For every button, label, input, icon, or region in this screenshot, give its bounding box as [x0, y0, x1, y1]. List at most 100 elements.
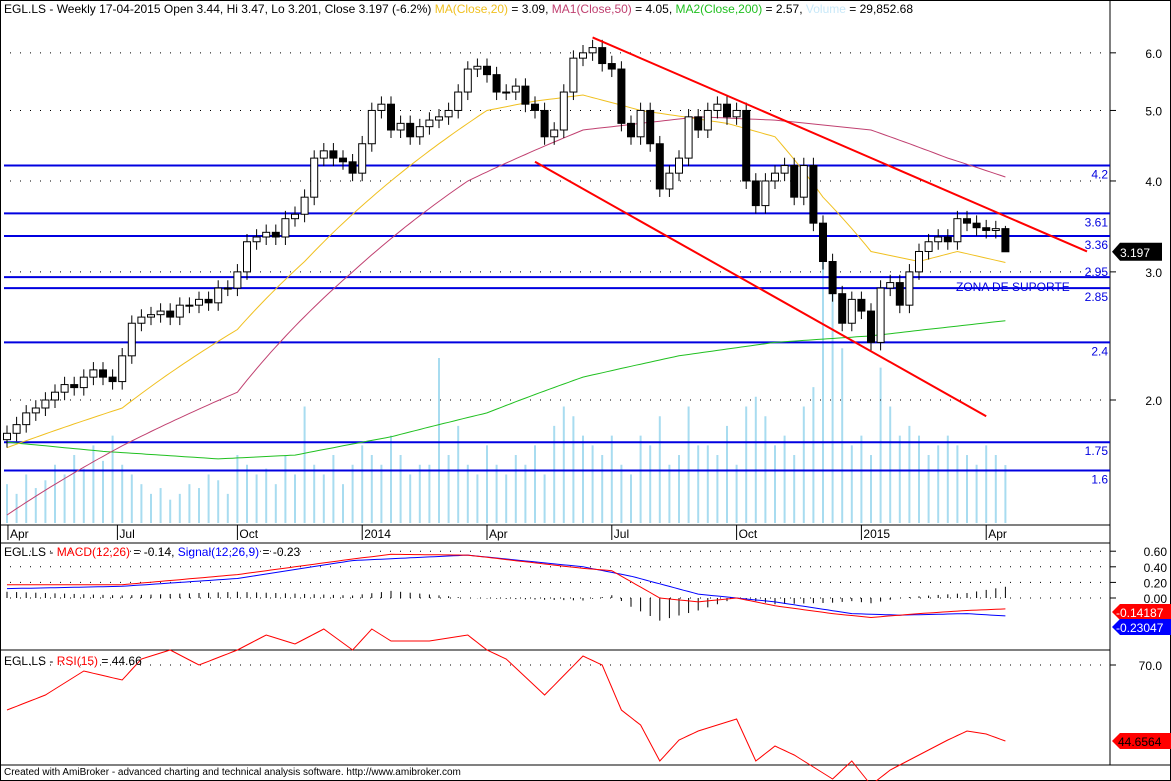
candle	[319, 143, 328, 167]
candle	[588, 39, 597, 61]
candle-body-up	[636, 109, 645, 138]
candle-body-up	[684, 116, 693, 159]
candle	[137, 309, 146, 332]
candle-body-down	[348, 161, 357, 174]
candle-body-down	[387, 103, 395, 131]
candle	[550, 122, 559, 145]
candle	[963, 210, 971, 232]
candle-body-down	[1001, 228, 1010, 253]
candle-body-up	[991, 228, 1000, 231]
candle-body-down	[339, 157, 347, 163]
candle-body-up	[934, 236, 943, 243]
candle	[310, 150, 319, 206]
candle	[348, 154, 357, 182]
ma50-label: MA1(Close,50)	[551, 2, 632, 16]
candle	[867, 303, 875, 351]
candle	[761, 173, 770, 214]
candle	[780, 157, 789, 182]
x-tick-label: Jul	[614, 527, 629, 541]
candle	[703, 102, 712, 139]
candle-body-up	[3, 432, 11, 441]
candle-body-down	[895, 282, 904, 306]
candle-body-up	[732, 109, 741, 118]
candle	[924, 233, 933, 260]
candle-body-up	[127, 322, 136, 357]
level-label: 2.4	[1091, 344, 1108, 358]
candle-body-up	[175, 304, 184, 318]
price-summary: EGL.LS - Weekly 17-04-2015 Open 3.44, Hi…	[4, 2, 432, 16]
ma200-value: = 2.57,	[762, 2, 806, 16]
candle	[233, 264, 242, 297]
candle-body-up	[847, 298, 856, 324]
candle-body-down	[521, 85, 530, 105]
candle-body-down	[809, 165, 818, 224]
last-price-label: 3.197	[1120, 246, 1150, 260]
candle-body-up	[415, 126, 424, 138]
candle-body-up	[703, 109, 712, 131]
candle-body-down	[108, 376, 117, 383]
candle	[953, 210, 962, 250]
candle	[991, 220, 1000, 239]
candle	[79, 369, 88, 396]
candle	[876, 280, 885, 351]
candle-body-down	[271, 231, 280, 238]
candle	[771, 165, 779, 189]
macd-label: MACD(12,26)	[56, 545, 131, 559]
candle-body-down	[627, 122, 635, 138]
candle-body-up	[444, 109, 453, 118]
candle-body-up	[147, 314, 155, 318]
last-price-marker	[1112, 242, 1162, 261]
candle	[559, 84, 568, 139]
candle-body-up	[761, 180, 770, 207]
candle	[646, 102, 655, 152]
candle	[252, 229, 261, 250]
candle-body-down	[70, 384, 79, 389]
candle-body-down	[483, 65, 491, 76]
candle	[195, 291, 203, 314]
candle	[214, 280, 223, 311]
candle-body-down	[828, 261, 837, 295]
candle	[809, 157, 818, 232]
macd-y-tick-label: 0.20	[1144, 576, 1168, 590]
ma50-line	[6, 116, 1006, 516]
y-tick-label: 6.0	[1145, 47, 1162, 61]
candle	[454, 84, 463, 119]
x-tick-label: Oct	[739, 527, 758, 541]
candle-body-up	[60, 384, 69, 393]
candle	[502, 84, 511, 101]
y-tick-label: 3.0	[1145, 266, 1162, 280]
candle	[22, 405, 31, 433]
candle	[934, 229, 943, 250]
candle-body-up	[569, 57, 578, 93]
candle	[175, 297, 184, 326]
candle	[444, 102, 453, 125]
candle	[223, 280, 232, 297]
candle-body-down	[492, 74, 501, 93]
candle-body-up	[675, 157, 683, 174]
macd-value-marker	[1112, 604, 1171, 620]
candle-body-up	[953, 218, 962, 243]
candle-body-up	[262, 231, 271, 238]
macd-prefix: EGL.LS -	[4, 545, 57, 559]
candle	[377, 96, 386, 119]
support-zone-annotation: ZONA DE SUPORTE	[956, 280, 1070, 294]
candle-body-up	[771, 172, 779, 182]
candle	[511, 78, 520, 101]
signal-line	[6, 554, 1006, 617]
candle-body-down	[694, 116, 703, 131]
level-label: 2.85	[1085, 290, 1109, 304]
y-tick-label: 5.0	[1145, 104, 1162, 118]
candle	[406, 115, 415, 145]
candle-body-up	[713, 103, 722, 111]
macd-line	[7, 553, 1006, 619]
ma50-value: = 4.05,	[631, 2, 676, 16]
candle	[540, 102, 549, 145]
candle	[60, 376, 69, 401]
candle	[857, 291, 866, 320]
candle-body-up	[799, 165, 808, 198]
candle	[51, 384, 59, 409]
x-tick-label: Apr	[988, 527, 1007, 541]
candle-body-down	[943, 236, 952, 243]
x-tick-label: Apr	[489, 527, 508, 541]
